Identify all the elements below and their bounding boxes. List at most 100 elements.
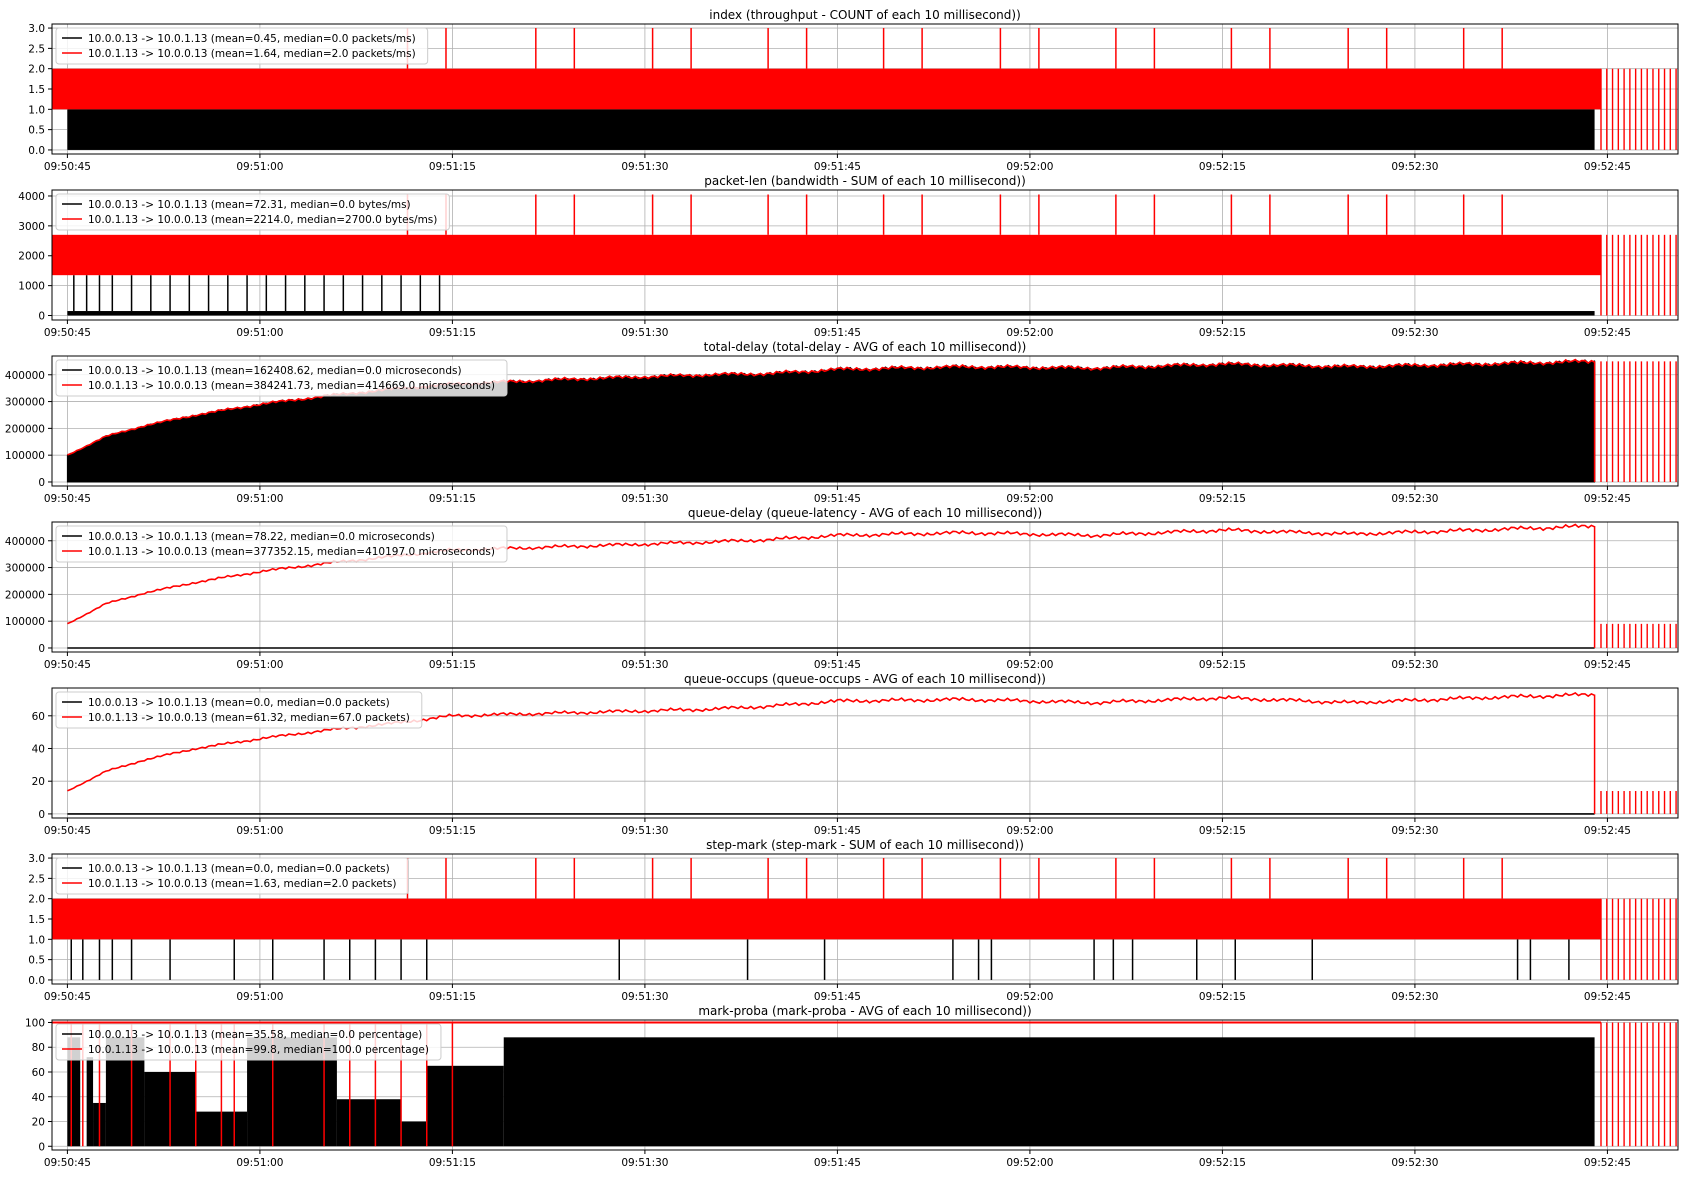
y-tick-label: 60 xyxy=(32,711,45,723)
x-tick-label: 09:50:45 xyxy=(44,991,91,1003)
legend-label: 10.0.0.13 -> 10.0.1.13 (mean=162408.62, … xyxy=(88,365,462,377)
x-tick-label: 09:50:45 xyxy=(44,161,91,173)
series-a-band xyxy=(67,311,1595,316)
series-b-band xyxy=(52,234,1601,276)
series-b-band xyxy=(52,898,1601,940)
legend-label: 10.0.0.13 -> 10.0.1.13 (mean=0.0, median… xyxy=(88,697,390,709)
legend-label: 10.0.0.13 -> 10.0.1.13 (mean=78.22, medi… xyxy=(88,531,435,543)
plot-data xyxy=(52,194,1677,316)
panel-6: step-mark (step-mark - SUM of each 10 mi… xyxy=(28,838,1679,1003)
y-tick-label: 0.5 xyxy=(28,125,45,137)
chart-title: queue-occups (queue-occups - AVG of each… xyxy=(684,672,1046,686)
panel-3: total-delay (total-delay - AVG of each 1… xyxy=(5,340,1679,505)
panel-5: queue-occups (queue-occups - AVG of each… xyxy=(32,672,1679,837)
y-tick-label: 2.0 xyxy=(28,894,45,906)
chart-title: queue-delay (queue-latency - AVG of each… xyxy=(688,506,1042,520)
legend-label: 10.0.1.13 -> 10.0.0.13 (mean=61.32, medi… xyxy=(88,712,410,724)
y-tick-label: 200000 xyxy=(5,589,45,601)
legend: 10.0.0.13 -> 10.0.1.13 (mean=35.58, medi… xyxy=(55,1023,442,1061)
series-a-step-bar xyxy=(503,1037,1595,1147)
y-tick-label: 0 xyxy=(38,1141,45,1153)
plot-data xyxy=(52,858,1677,980)
x-tick-label: 09:51:15 xyxy=(429,493,476,505)
x-tick-label: 09:52:15 xyxy=(1199,991,1246,1003)
series-b-band xyxy=(52,68,1601,110)
y-tick-label: 40 xyxy=(32,1092,45,1104)
y-tick-label: 2000 xyxy=(18,251,45,263)
x-tick-label: 09:51:00 xyxy=(236,161,283,173)
x-tick-label: 09:51:30 xyxy=(621,991,668,1003)
x-tick-label: 09:50:45 xyxy=(44,1157,91,1169)
y-tick-label: 100000 xyxy=(5,450,45,462)
legend-label: 10.0.1.13 -> 10.0.0.13 (mean=384241.73, … xyxy=(88,380,495,392)
x-tick-label: 09:51:45 xyxy=(814,493,861,505)
plot-data xyxy=(67,523,1677,649)
x-tick-label: 09:52:45 xyxy=(1584,991,1631,1003)
legend-label: 10.0.0.13 -> 10.0.1.13 (mean=0.0, median… xyxy=(88,863,390,875)
y-tick-label: 1.5 xyxy=(28,84,45,96)
y-tick-label: 1000 xyxy=(18,281,45,293)
series-a-step-bar xyxy=(86,1057,94,1147)
legend: 10.0.0.13 -> 10.0.1.13 (mean=162408.62, … xyxy=(55,359,508,397)
x-tick-label: 09:51:45 xyxy=(814,1157,861,1169)
y-tick-label: 2.5 xyxy=(28,873,45,885)
legend-box xyxy=(55,27,429,65)
x-tick-label: 09:52:30 xyxy=(1391,991,1438,1003)
legend-box xyxy=(55,193,450,231)
x-tick-label: 09:52:30 xyxy=(1391,1157,1438,1169)
y-tick-label: 0 xyxy=(38,809,45,821)
x-tick-label: 09:51:45 xyxy=(814,825,861,837)
x-tick-label: 09:52:45 xyxy=(1584,327,1631,339)
series-b-line xyxy=(67,358,1595,456)
axes-frame xyxy=(51,687,1679,819)
series-a-band xyxy=(67,109,1595,150)
x-tick-label: 09:51:15 xyxy=(429,991,476,1003)
x-tick-label: 09:51:00 xyxy=(236,1157,283,1169)
y-tick-label: 80 xyxy=(32,1042,45,1054)
x-tick-label: 09:50:45 xyxy=(44,659,91,671)
legend: 10.0.0.13 -> 10.0.1.13 (mean=0.0, median… xyxy=(55,691,423,729)
x-tick-label: 09:52:45 xyxy=(1584,493,1631,505)
x-tick-label: 09:51:30 xyxy=(621,327,668,339)
x-tick-label: 09:52:15 xyxy=(1199,493,1246,505)
y-tick-label: 40 xyxy=(32,744,45,756)
legend-label: 10.0.0.13 -> 10.0.1.13 (mean=72.31, medi… xyxy=(88,199,411,211)
legend-label: 10.0.1.13 -> 10.0.0.13 (mean=99.8, media… xyxy=(88,1044,429,1056)
x-tick-label: 09:52:00 xyxy=(1006,161,1053,173)
legend-label: 10.0.1.13 -> 10.0.0.13 (mean=377352.15, … xyxy=(88,546,495,558)
x-tick-label: 09:51:45 xyxy=(814,327,861,339)
y-tick-label: 20 xyxy=(32,1117,45,1129)
series-a-step-bar xyxy=(336,1099,402,1147)
y-tick-label: 400000 xyxy=(5,536,45,548)
x-tick-label: 09:52:15 xyxy=(1199,161,1246,173)
chart-title: packet-len (bandwidth - SUM of each 10 m… xyxy=(704,174,1026,188)
y-tick-label: 1.0 xyxy=(28,104,45,116)
x-tick-label: 09:50:45 xyxy=(44,327,91,339)
axes-frame xyxy=(51,355,1679,487)
x-tick-label: 09:52:45 xyxy=(1584,825,1631,837)
panel-2: packet-len (bandwidth - SUM of each 10 m… xyxy=(18,174,1679,339)
x-tick-label: 09:51:00 xyxy=(236,659,283,671)
y-tick-label: 2.0 xyxy=(28,64,45,76)
chart-title: index (throughput - COUNT of each 10 mil… xyxy=(709,8,1021,22)
x-tick-label: 09:50:45 xyxy=(44,493,91,505)
y-tick-label: 20 xyxy=(32,776,45,788)
x-tick-label: 09:52:00 xyxy=(1006,825,1053,837)
legend-box xyxy=(55,857,409,895)
y-tick-label: 0 xyxy=(38,477,45,489)
x-tick-label: 09:50:45 xyxy=(44,825,91,837)
x-tick-label: 09:51:30 xyxy=(621,493,668,505)
x-tick-label: 09:51:45 xyxy=(814,991,861,1003)
x-tick-label: 09:52:30 xyxy=(1391,825,1438,837)
y-tick-label: 200000 xyxy=(5,423,45,435)
legend-label: 10.0.1.13 -> 10.0.0.13 (mean=2214.0, med… xyxy=(88,214,437,226)
x-tick-label: 09:51:45 xyxy=(814,659,861,671)
x-tick-label: 09:51:15 xyxy=(429,825,476,837)
y-tick-label: 60 xyxy=(32,1067,45,1079)
x-tick-label: 09:52:45 xyxy=(1584,161,1631,173)
series-a-step-bar xyxy=(426,1065,504,1147)
x-tick-label: 09:52:30 xyxy=(1391,161,1438,173)
y-tick-label: 3.0 xyxy=(28,23,45,35)
legend: 10.0.0.13 -> 10.0.1.13 (mean=0.0, median… xyxy=(55,857,409,895)
